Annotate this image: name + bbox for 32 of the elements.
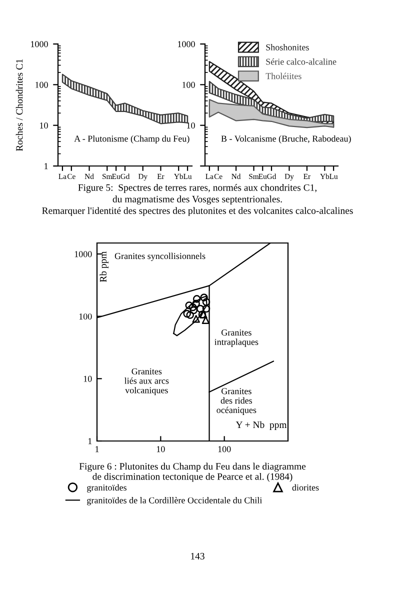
legend-label: granitoïdes <box>87 484 126 492</box>
legend-label: diorites <box>292 484 319 491</box>
annotation: Granites syncollisionnels <box>114 252 206 261</box>
y-tick-label: 100 <box>182 82 195 88</box>
x-tick-label: 1 <box>96 446 99 452</box>
y-tick-label: 100 <box>36 82 48 88</box>
y-axis-title: Roches / Chondrites C1 <box>16 59 23 152</box>
y-axis-title: Rb ppm <box>100 251 108 282</box>
x-tick-label: 10 <box>156 446 165 452</box>
y-tick-label: 10 <box>84 376 92 382</box>
y-tick-label: 1000 <box>31 41 48 48</box>
text: Figure 6 : Plutonites du Champ du Feu dans le diagramme de discrimination tectonique de Pearce et al. (1984) <box>79 462 306 482</box>
y-tick-label: 1000 <box>178 41 195 48</box>
legend-label: Shoshonites <box>266 44 309 50</box>
y-tick-label: 10 <box>187 122 195 129</box>
x-tick-label: 100 <box>218 446 231 452</box>
annotation: Granites des rides océaniques <box>216 388 256 415</box>
caption: Figure 5: Spectres de terres rares, normés aux chondrites C1, du magmatisme des Vosges septentrionales. Remarquer l'identité des spectres des plutonites et des volcanites calco-alcalines <box>42 184 353 216</box>
legend-label: Tholéiites <box>266 72 302 80</box>
y-tick-label: 10 <box>40 122 48 129</box>
legend-label: granitoïdes de la Cordillère Occidentale du Chili <box>87 497 262 506</box>
y-tick-label: 1000 <box>74 251 92 258</box>
text: 143 <box>191 552 204 560</box>
annotation: Granites liés aux arcs volcaniques <box>124 368 169 396</box>
y-tick-label: 100 <box>79 313 92 320</box>
text: B - Volcanisme (Bruche, Rabodeau) <box>221 135 351 144</box>
x-axis-title: Y + Nb ppm <box>236 421 287 430</box>
y-tick-label: 1 <box>88 438 92 444</box>
y-tick-label: 1 <box>44 163 48 170</box>
annotation: Granites intraplaques <box>214 330 258 347</box>
text: A - Plutonisme (Champ du Feu) <box>74 135 190 144</box>
legend-label: Série calco-alcaline <box>266 58 336 65</box>
